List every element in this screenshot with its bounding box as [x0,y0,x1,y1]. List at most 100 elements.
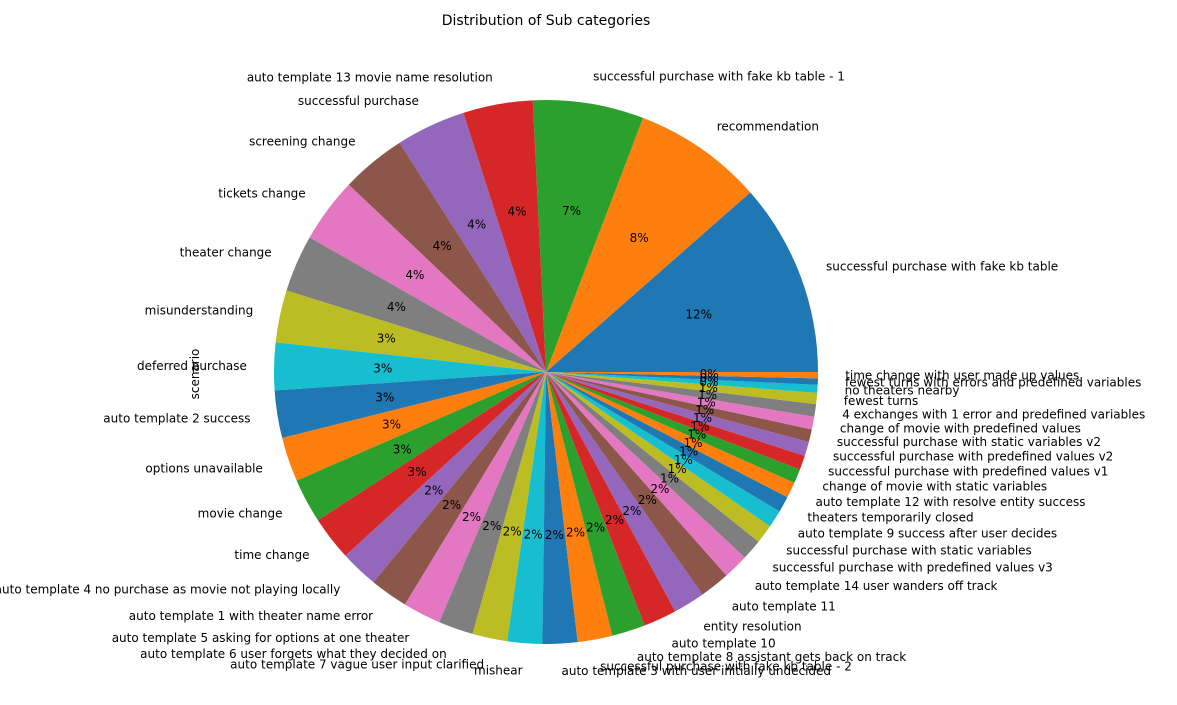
slice-category-label: successful purchase with fake kb table -… [600,659,852,673]
slice-category-label: theaters temporarily closed [807,511,973,525]
category-labels: successful purchase with fake kb table re… [0,70,1145,678]
slice-percent-label: 2% [638,493,657,507]
slice-category-label: change of movie with predefined values [840,421,1081,435]
slice-percent-label: 2% [524,528,543,542]
slice-category-label: auto template 12 with resolve entity suc… [816,495,1086,509]
pie-slice [348,142,546,372]
pie-slice [546,372,771,542]
slice-category-label: auto template 1 with theater name error [129,609,373,623]
pie-slice [546,372,800,483]
slice-category-label: successful purchase with predefined valu… [828,465,1108,479]
slice-percent-label: 1% [679,444,698,458]
slice-category-label: movie change [198,507,283,521]
slice-category-label: auto template 6 user forgets what they d… [140,647,447,661]
slice-category-label: auto template 4 no purchase as movie not… [0,582,340,596]
chart-title: Distribution of Sub categories [442,13,651,29]
slice-category-label: auto template 10 [672,637,776,651]
slice-category-label: fewest turns with errors and predefined … [845,376,1141,390]
pie-slice [546,192,818,372]
pie-slice [546,372,818,379]
slice-percent-label: 0% [700,371,719,385]
slice-percent-label: 4% [467,217,486,231]
slice-percent-label: 3% [407,465,426,479]
slice-category-label: auto template 3 with user initially unde… [562,664,832,678]
pie-slice [532,99,644,372]
pie-slice [546,372,812,442]
pie-slice [546,372,818,393]
pie-slice [546,372,727,595]
slice-percent-label: 0% [700,367,719,381]
pie-slice [472,372,546,642]
slice-percent-label: 2% [566,526,585,540]
slice-category-label: successful purchase with fake kb table [826,259,1058,273]
slice-category-label: auto template 14 user wanders off track [755,579,998,593]
slice-percent-label: 3% [393,442,412,456]
slice-percent-label: 0% [699,375,718,389]
pie-slice [546,372,788,512]
slice-category-label: fewest turns [844,394,918,408]
pie-slice [309,184,546,372]
pie-slice [546,372,703,612]
pie-slice [296,372,546,521]
slice-category-label: theater change [180,246,272,260]
slice-percent-label: 4% [433,239,452,253]
slice-category-label: recommendation [717,119,819,133]
slice-category-label: entity resolution [703,619,801,633]
slice-category-label: auto template 9 success after user decid… [798,527,1057,541]
slice-category-label: auto template 13 movie name resolution [247,71,493,85]
percent-labels: 12%8%7%4%4%4%4%4%3%3%3%3%3%3%2%2%2%2% 2% 2… [373,204,718,542]
pie-slice [546,372,645,636]
pie-slice [546,372,815,430]
slice-category-label: successful purchase with static variable… [837,435,1101,449]
slice-category-label: screening change [249,134,355,148]
slice-category-label: tickets change [218,187,305,201]
pie-slice [546,372,613,643]
slice-category-label: auto template 11 [732,600,836,614]
slice-category-label: deferred purchase [137,359,247,373]
pie-slices [273,99,818,645]
slice-percent-label: 2% [650,482,669,496]
pie-slice [404,372,546,623]
pie-slice [399,112,546,373]
slice-percent-label: 1% [698,388,717,402]
slice-percent-label: 2% [442,498,461,512]
pie-slice [546,372,780,527]
slice-category-label: successful purchase with predefined valu… [773,561,1053,575]
slice-percent-label: 2% [424,484,443,498]
pie-slice [546,372,818,385]
slice-percent-label: 1% [693,411,712,425]
slice-percent-label: 1% [695,403,714,417]
slice-percent-label: 2% [482,519,501,533]
slice-category-label: 4 exchanges with 1 error and predefined … [842,407,1145,421]
slice-percent-label: 7% [562,204,581,218]
slice-category-label: misunderstanding [145,304,254,318]
pie-slice [546,372,795,498]
slice-percent-label: 2% [586,521,605,535]
pie-slice [439,372,546,634]
slice-category-label: auto template 8 assistant gets back on t… [637,650,906,664]
slice-percent-label: 12% [685,307,712,321]
pie-slice [274,372,546,439]
pie-slice [373,372,546,605]
slice-percent-label: 3% [382,418,401,432]
pie-slice [286,237,546,372]
slice-category-label: change of movie with static variables [822,480,1047,494]
slice-percent-label: 8% [630,231,649,245]
slice-percent-label: 2% [503,525,522,539]
y-axis-label: scenario [188,349,202,400]
slice-percent-label: 2% [605,513,624,527]
slice-category-label: time change with user made up values [845,369,1079,383]
slice-percent-label: 4% [405,268,424,282]
slice-category-label: successful purchase with fake kb table -… [593,70,845,84]
pie-slice [282,372,546,481]
slice-category-label: successful purchase with static variable… [786,543,1032,557]
slice-percent-label: 3% [377,332,396,346]
pie-slice [546,372,805,470]
pie-slice [273,342,546,391]
pie-slice [546,117,751,372]
slice-percent-label: 2% [622,504,641,518]
pie-slice [546,372,809,456]
slice-percent-label: 1% [699,381,718,395]
pie-slice [275,290,546,372]
